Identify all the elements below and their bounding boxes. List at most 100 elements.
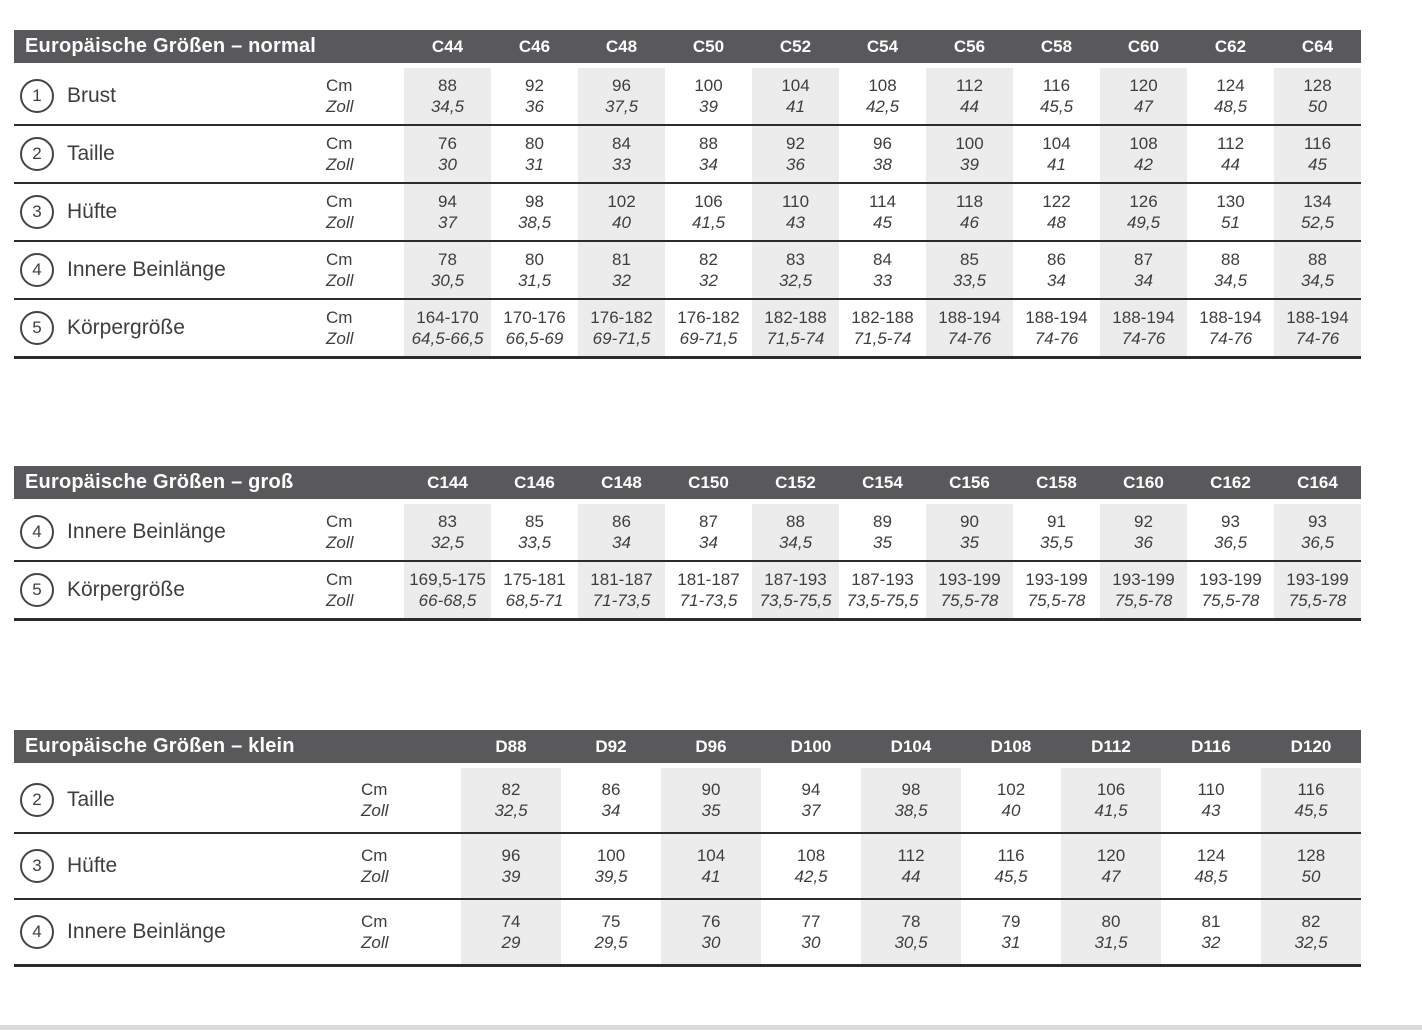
data-cell: 93 36,5 (1274, 504, 1361, 560)
cm-value: 88 (1308, 250, 1327, 269)
zoll-value: 73,5-75,5 (846, 591, 919, 610)
row-number-badge: 3 (20, 195, 54, 229)
data-cell: 74 29 (461, 900, 561, 964)
cm-value: 96 (873, 134, 892, 153)
data-cell: 175-181 68,5-71 (491, 562, 578, 618)
cm-value: 193-199 (1112, 570, 1175, 589)
data-cell: 116 45,5 (1261, 768, 1361, 832)
row-label: Innere Beinlänge (67, 258, 226, 281)
zoll-value: 43 (786, 213, 805, 232)
data-cell: 188-194 74-76 (1187, 300, 1274, 356)
zoll-value: 32,5 (1294, 933, 1328, 952)
zoll-value: 35 (960, 533, 979, 552)
size-column-header: C56 (953, 36, 986, 56)
row-label: Hüfte (67, 854, 118, 877)
zoll-value: 33,5 (517, 533, 552, 552)
cm-value: 88 (699, 134, 718, 153)
zoll-value: 30,5 (430, 271, 465, 290)
cm-value: 188-194 (1025, 308, 1088, 327)
size-column-header: C44 (431, 36, 464, 56)
cm-value: 188-194 (938, 308, 1001, 327)
zoll-value: 73,5-75,5 (759, 591, 832, 610)
unit-cell: Cm Zoll (318, 126, 404, 182)
data-cell: 98 38,5 (491, 184, 578, 240)
data-cell: 86 34 (1013, 242, 1100, 298)
unit-cell: Cm Zoll (318, 562, 404, 618)
data-cell: 96 39 (461, 834, 561, 898)
row-number-badge: 5 (20, 573, 54, 607)
row-label: Körpergröße (67, 316, 185, 339)
data-cell: 98 38,5 (861, 768, 961, 832)
cm-value: 116 (1303, 134, 1332, 153)
cm-value: 84 (873, 250, 892, 269)
data-cell: 116 45,5 (961, 834, 1061, 898)
zoll-value: 75,5-78 (1201, 591, 1260, 610)
zoll-value: 39 (501, 867, 521, 886)
data-cell: 110 43 (1161, 768, 1261, 832)
data-cell: 104 41 (752, 68, 839, 124)
row-number-badge: 1 (20, 79, 54, 113)
measurement-row: 4 Innere Beinlänge Cm Zoll 74 29 75 29,5 76 30 77 3… (14, 898, 1361, 964)
cm-value: 112 (897, 846, 925, 865)
unit-zoll-label: Zoll (326, 155, 354, 174)
cm-value: 82 (1301, 912, 1321, 931)
cm-value: 106 (694, 192, 723, 211)
data-cell: 187-193 73,5-75,5 (839, 562, 926, 618)
data-cell: 134 52,5 (1274, 184, 1361, 240)
cm-value: 193-199 (938, 570, 1001, 589)
data-cell: 84 33 (839, 242, 926, 298)
data-cell: 83 32,5 (752, 242, 839, 298)
size-column-header: C154 (862, 472, 903, 492)
data-cell: 124 48,5 (1187, 68, 1274, 124)
size-column-header: D112 (1091, 736, 1131, 756)
data-cell: 116 45,5 (1013, 68, 1100, 124)
cm-value: 170-176 (503, 308, 566, 327)
size-column-header: D88 (495, 736, 527, 756)
unit-cm-label: Cm (326, 308, 353, 327)
cm-value: 116 (997, 846, 1025, 865)
table-title: Europäische Größen – normal (25, 35, 317, 57)
data-cell: 108 42,5 (761, 834, 861, 898)
cm-value: 80 (525, 134, 544, 153)
size-column-header: C160 (1123, 472, 1164, 492)
unit-zoll-label: Zoll (361, 933, 389, 952)
unit-cm-label: Cm (326, 570, 353, 589)
cm-value: 93 (1308, 512, 1327, 531)
cm-value: 93 (1221, 512, 1240, 531)
cm-value: 193-199 (1025, 570, 1088, 589)
zoll-value: 32,5 (430, 533, 465, 552)
row-number-badge: 2 (20, 137, 54, 171)
row-label: Hüfte (67, 200, 118, 223)
cm-value: 187-193 (764, 570, 827, 589)
data-cell: 92 36 (491, 68, 578, 124)
size-column-header: C152 (775, 472, 816, 492)
zoll-value: 34 (1047, 271, 1066, 290)
cm-value: 98 (901, 780, 921, 799)
data-cell: 90 35 (661, 768, 761, 832)
unit-cm-label: Cm (326, 134, 353, 153)
zoll-value: 75,5-78 (940, 591, 999, 610)
cm-value: 128 (1303, 76, 1332, 95)
cm-value: 77 (801, 912, 821, 931)
zoll-value: 42,5 (865, 97, 900, 116)
cm-value: 88 (438, 76, 457, 95)
data-cell: 93 36,5 (1187, 504, 1274, 560)
zoll-value: 51 (1221, 213, 1240, 232)
data-cell: 86 34 (578, 504, 665, 560)
row-label-cell: 3 Hüfte (14, 184, 318, 240)
cm-value: 80 (1101, 912, 1121, 931)
cm-value: 78 (901, 912, 921, 931)
cm-value: 79 (1001, 912, 1021, 931)
row-label: Brust (67, 84, 117, 107)
zoll-value: 50 (1301, 867, 1321, 886)
data-cell: 181-187 71-73,5 (578, 562, 665, 618)
zoll-value: 32,5 (778, 271, 813, 290)
zoll-value: 71-73,5 (592, 591, 651, 610)
size-column-header: D100 (790, 736, 832, 756)
measurement-row: 3 Hüfte Cm Zoll 96 39 100 39,5 104 41 108 42,5 112 44… (14, 832, 1361, 898)
cm-value: 78 (438, 250, 457, 269)
size-column-header: D104 (890, 736, 932, 756)
size-column-header: C146 (514, 472, 555, 492)
data-cell: 106 41,5 (665, 184, 752, 240)
measurement-row: 2 Taille Cm Zoll 82 32,5 86 34 90 35 94 37 98 38,5 102… (14, 768, 1361, 832)
